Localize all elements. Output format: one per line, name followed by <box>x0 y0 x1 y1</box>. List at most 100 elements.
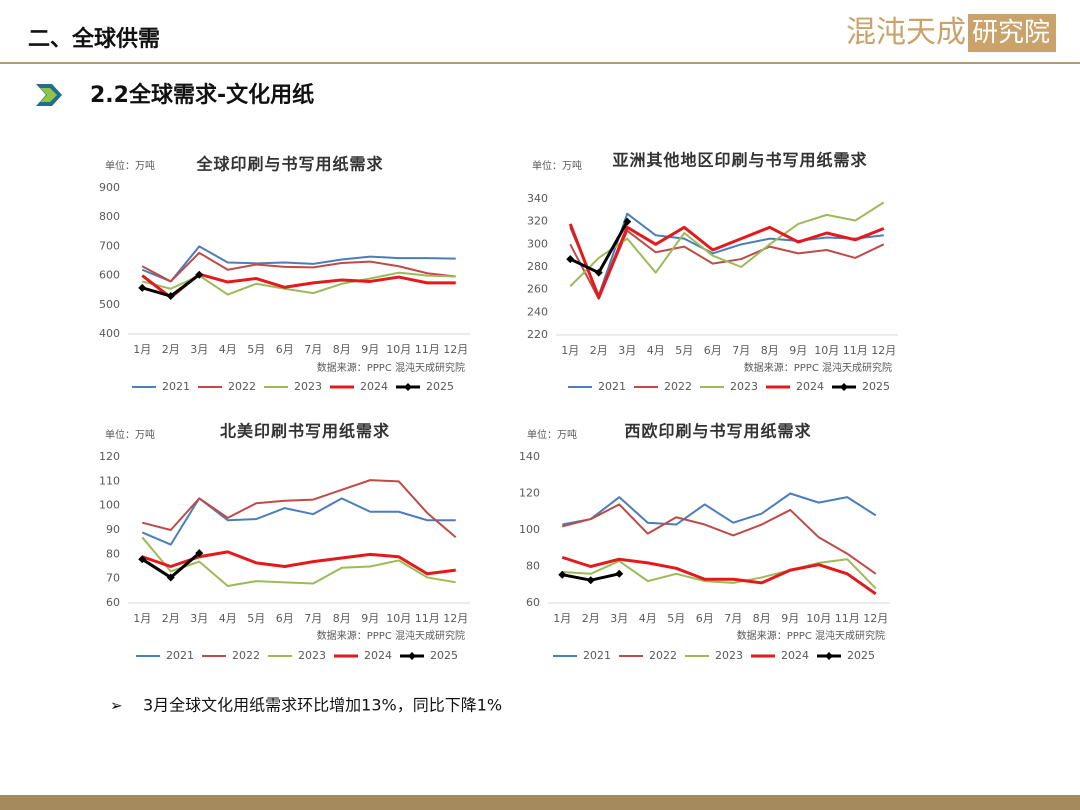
x-tick-label: 9月 <box>781 612 799 625</box>
y-tick-label: 600 <box>99 269 120 282</box>
x-tick-label: 12月 <box>871 344 896 357</box>
unit-label: 单位：万吨 <box>105 428 155 441</box>
logo-text: 混沌天成 <box>846 15 966 50</box>
legend-label: 2025 <box>426 380 454 393</box>
x-tick-label: 7月 <box>304 343 322 356</box>
x-tick-label: 10月 <box>386 612 411 625</box>
legend-marker <box>404 383 412 391</box>
y-tick-label: 320 <box>527 215 548 228</box>
y-tick-label: 60 <box>106 596 120 609</box>
x-tick-label: 9月 <box>361 343 379 356</box>
x-tick-label: 5月 <box>675 344 693 357</box>
x-tick-label: 10月 <box>814 344 839 357</box>
x-tick-label: 5月 <box>667 612 685 625</box>
series-line <box>562 558 877 590</box>
y-tick-label: 110 <box>99 474 120 487</box>
x-tick-label: 8月 <box>753 612 771 625</box>
legend-marker <box>825 652 833 660</box>
unit-label: 单位：万吨 <box>532 159 582 172</box>
x-tick-label: 5月 <box>247 343 265 356</box>
x-tick-label: 11月 <box>835 612 860 625</box>
x-tick-label: 1月 <box>561 344 579 357</box>
x-tick-label: 12月 <box>443 612 468 625</box>
logo-box <box>968 14 1056 52</box>
x-tick-label: 2月 <box>162 343 180 356</box>
bullet-icon: ➢ <box>110 697 123 715</box>
series-marker <box>195 549 204 558</box>
source-label: 数据来源：PPPC 混沌天成研究院 <box>317 361 465 374</box>
legend-label: 2024 <box>364 649 392 662</box>
series-marker <box>138 555 147 564</box>
x-tick-label: 8月 <box>333 612 351 625</box>
y-tick-label: 400 <box>99 327 120 340</box>
x-tick-label: 6月 <box>276 343 294 356</box>
series-line <box>141 272 456 299</box>
footer-bar <box>0 795 1080 810</box>
y-tick-label: 80 <box>106 547 120 560</box>
legend-label: 2023 <box>294 380 322 393</box>
legend-label: 2022 <box>232 649 260 662</box>
series-line <box>562 492 877 526</box>
legend-label: 2024 <box>796 380 824 393</box>
x-tick-label: 8月 <box>761 344 779 357</box>
x-tick-label: 1月 <box>553 612 571 625</box>
series-line <box>142 479 457 539</box>
legend-label: 2022 <box>228 380 256 393</box>
series-line <box>568 223 885 300</box>
y-tick-label: 800 <box>99 210 120 223</box>
x-tick-label: 6月 <box>696 612 714 625</box>
unit-label: 单位：万吨 <box>105 159 155 172</box>
legend-label: 2024 <box>360 380 388 393</box>
x-tick-label: 10月 <box>386 343 411 356</box>
x-tick-label: 11月 <box>415 343 440 356</box>
section-icon <box>40 88 57 102</box>
x-tick-label: 4月 <box>219 612 237 625</box>
series-marker <box>558 570 567 579</box>
x-tick-label: 6月 <box>276 612 294 625</box>
y-tick-label: 260 <box>527 283 548 296</box>
legend-label: 2021 <box>162 380 190 393</box>
x-tick-label: 2月 <box>162 612 180 625</box>
x-tick-label: 11月 <box>843 344 868 357</box>
x-tick-label: 11月 <box>415 612 440 625</box>
x-tick-label: 6月 <box>704 344 722 357</box>
series-marker <box>586 576 595 585</box>
x-tick-label: 4月 <box>219 343 237 356</box>
y-tick-label: 70 <box>106 572 120 585</box>
x-tick-label: 9月 <box>789 344 807 357</box>
legend-marker <box>840 383 848 391</box>
logo-text: 研究院 <box>972 18 1050 48</box>
y-tick-label: 700 <box>99 239 120 252</box>
series-marker <box>195 270 204 279</box>
chart-title: 北美印刷书写用纸需求 <box>220 422 390 441</box>
legend-label: 2021 <box>598 380 626 393</box>
legend-label: 2023 <box>715 649 743 662</box>
x-tick-label: 2月 <box>590 344 608 357</box>
legend-label: 2022 <box>649 649 677 662</box>
x-tick-label: 2月 <box>582 612 600 625</box>
x-tick-label: 5月 <box>247 612 265 625</box>
series-marker <box>166 292 175 301</box>
unit-label: 单位：万吨 <box>527 428 577 441</box>
source-label: 数据来源：PPPC 混沌天成研究院 <box>744 361 892 374</box>
y-tick-label: 140 <box>519 450 540 463</box>
y-tick-label: 280 <box>527 260 548 273</box>
y-tick-label: 500 <box>99 298 120 311</box>
series-line <box>141 251 456 283</box>
legend-label: 2023 <box>730 380 758 393</box>
x-tick-label: 7月 <box>732 344 750 357</box>
legend-label: 2021 <box>583 649 611 662</box>
x-tick-label: 4月 <box>647 344 665 357</box>
y-tick-label: 60 <box>526 596 540 609</box>
series-line <box>141 536 456 587</box>
series-marker <box>615 569 624 578</box>
source-label: 数据来源：PPPC 混沌天成研究院 <box>737 629 885 642</box>
legend-label: 2022 <box>664 380 692 393</box>
series-line <box>561 555 877 596</box>
x-tick-label: 3月 <box>190 343 208 356</box>
x-tick-label: 8月 <box>333 343 351 356</box>
y-tick-label: 220 <box>527 328 548 341</box>
x-tick-label: 1月 <box>133 343 151 356</box>
